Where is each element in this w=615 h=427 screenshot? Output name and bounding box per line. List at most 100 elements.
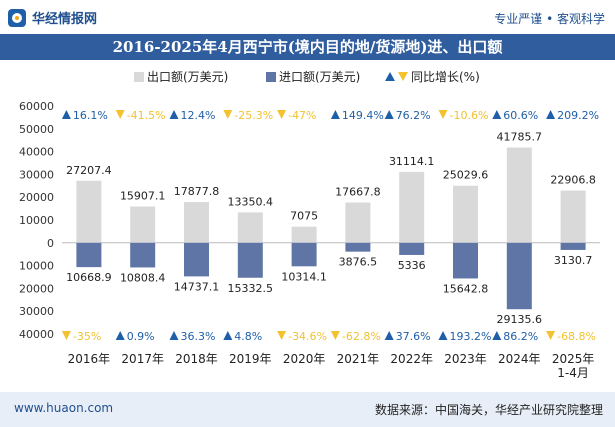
export-bar bbox=[453, 185, 478, 243]
import-value-label: 10808.4 bbox=[120, 271, 166, 284]
export-growth-label: -47% bbox=[288, 109, 316, 122]
y-tick-label: 0 bbox=[47, 237, 54, 250]
import-growth-label: 36.3% bbox=[181, 330, 216, 343]
growth-up-triangle-icon bbox=[223, 331, 233, 340]
x-tick-label: 2021年 bbox=[337, 352, 380, 366]
x-tick-label: 2025年 bbox=[552, 352, 595, 366]
export-growth-label: 60.6% bbox=[503, 109, 538, 122]
y-tick-label: 10000 bbox=[19, 260, 54, 273]
export-growth-label: -41.5% bbox=[127, 109, 166, 122]
import-value-label: 15332.5 bbox=[228, 282, 274, 295]
import-value-label: 10314.1 bbox=[281, 270, 327, 283]
growth-up-triangle-icon bbox=[169, 110, 179, 119]
legend-swatch-import bbox=[266, 72, 276, 82]
import-growth-label: -34.6% bbox=[288, 330, 327, 343]
growth-up-triangle-icon bbox=[115, 331, 125, 340]
import-bar bbox=[453, 242, 478, 279]
growth-down-triangle-icon bbox=[277, 110, 287, 119]
import-growth-label: 4.8% bbox=[234, 330, 262, 343]
export-bar bbox=[184, 202, 209, 243]
x-tick-label: 2019年 bbox=[229, 352, 272, 366]
import-bar bbox=[291, 242, 317, 267]
legend: 出口额(万美元) 进口额(万美元) 同比增长(%) bbox=[134, 70, 480, 84]
x-tick-label: 2024年 bbox=[498, 352, 541, 366]
import-growth-label: 86.2% bbox=[503, 330, 538, 343]
growth-down-triangle-icon bbox=[223, 110, 233, 119]
import-bar bbox=[560, 242, 586, 250]
footer: www.huaon.com 数据来源：中国海关，华经产业研究院整理 bbox=[0, 392, 615, 427]
export-value-label: 22906.8 bbox=[550, 174, 596, 187]
import-bar bbox=[345, 242, 371, 252]
import-growth-label: 193.2% bbox=[450, 330, 492, 343]
x-tick-label: 2023年 bbox=[444, 352, 487, 366]
y-tick-label: 40000 bbox=[19, 328, 54, 341]
x-tick-label: 2017年 bbox=[121, 352, 164, 366]
x-tick-label: 2016年 bbox=[68, 352, 111, 366]
growth-row: 16.1% -35% -41.5% 0.9% 12.4% 36.3% -25.3% 4.8% -… bbox=[61, 109, 599, 343]
x-tick-label: 2020年 bbox=[283, 352, 326, 366]
legend-down-triangle-icon bbox=[398, 72, 408, 81]
legend-up-triangle-icon bbox=[385, 72, 395, 81]
export-growth-label: 149.4% bbox=[342, 109, 384, 122]
brand[interactable]: 华经情报网 bbox=[8, 8, 97, 27]
import-bar bbox=[184, 242, 209, 277]
growth-down-triangle-icon bbox=[330, 331, 340, 340]
import-growth-label: -68.8% bbox=[557, 330, 596, 343]
legend-label-growth: 同比增长(%) bbox=[411, 70, 480, 84]
export-value-label: 31114.1 bbox=[389, 155, 435, 168]
growth-up-triangle-icon bbox=[384, 110, 394, 119]
growth-down-triangle-icon bbox=[438, 110, 448, 119]
export-value-label: 25029.6 bbox=[443, 169, 489, 182]
growth-down-triangle-icon bbox=[277, 331, 287, 340]
export-value-label: 17667.8 bbox=[335, 186, 381, 199]
x-tick-label: 2018年 bbox=[175, 352, 218, 366]
export-growth-label: 16.1% bbox=[73, 109, 108, 122]
export-growth-label: 209.2% bbox=[557, 109, 599, 122]
title-bar: 2016-2025年4月西宁市(境内目的地/货源地)进、出口额 bbox=[0, 34, 615, 60]
import-value-label: 3130.7 bbox=[554, 254, 593, 267]
export-growth-label: 12.4% bbox=[181, 109, 216, 122]
axes: 60000 50000 40000 30000 20000 10000 0 10000 2000… bbox=[19, 100, 600, 380]
growth-down-triangle-icon bbox=[115, 110, 125, 119]
x-tick-label: 1-4月 bbox=[557, 366, 589, 380]
import-bar bbox=[76, 242, 102, 268]
footer-source: 数据来源：中国海关，华经产业研究院整理 bbox=[374, 403, 603, 417]
export-growth-label: -10.6% bbox=[450, 109, 489, 122]
x-tick-label: 2022年 bbox=[390, 352, 433, 366]
chart-title: 2016-2025年4月西宁市(境内目的地/货源地)进、出口额 bbox=[112, 38, 503, 56]
import-growth-label: -62.8% bbox=[342, 330, 381, 343]
y-tick-label: 20000 bbox=[19, 191, 54, 204]
export-value-label: 15907.1 bbox=[120, 190, 166, 203]
import-bar bbox=[399, 242, 425, 255]
legend-label-export: 出口额(万美元) bbox=[147, 70, 228, 84]
y-tick-label: 30000 bbox=[19, 168, 54, 181]
export-bar bbox=[76, 180, 102, 243]
y-tick-label: 20000 bbox=[19, 282, 54, 295]
growth-up-triangle-icon bbox=[169, 331, 179, 340]
export-bar bbox=[506, 147, 532, 243]
growth-up-triangle-icon bbox=[492, 331, 502, 340]
import-value-label: 10668.9 bbox=[66, 271, 112, 284]
export-value-label: 41785.7 bbox=[497, 131, 543, 144]
export-bar bbox=[345, 202, 371, 243]
top-bar: 华经情报网 专业严谨 • 客观科学 bbox=[0, 0, 615, 34]
import-value-label: 29135.6 bbox=[497, 313, 543, 326]
export-value-label: 17877.8 bbox=[174, 185, 220, 198]
export-value-label: 13350.4 bbox=[228, 195, 274, 208]
footer-site[interactable]: www.huaon.com bbox=[14, 401, 114, 415]
export-value-label: 27207.4 bbox=[66, 164, 112, 177]
growth-up-triangle-icon bbox=[438, 331, 448, 340]
growth-up-triangle-icon bbox=[384, 331, 394, 340]
import-value-label: 5336 bbox=[398, 259, 426, 272]
export-bar bbox=[291, 226, 317, 243]
export-bar bbox=[399, 171, 425, 243]
chart: 出口额(万美元) 进口额(万美元) 同比增长(%) 60000 50000 4000… bbox=[19, 70, 600, 380]
export-growth-label: 76.2% bbox=[396, 109, 431, 122]
growth-up-triangle-icon bbox=[330, 110, 340, 119]
import-bar bbox=[506, 242, 532, 310]
import-bar bbox=[130, 242, 156, 268]
export-bar bbox=[237, 212, 263, 243]
export-value-label: 7075 bbox=[290, 210, 318, 223]
y-tick-label: 50000 bbox=[19, 123, 54, 136]
